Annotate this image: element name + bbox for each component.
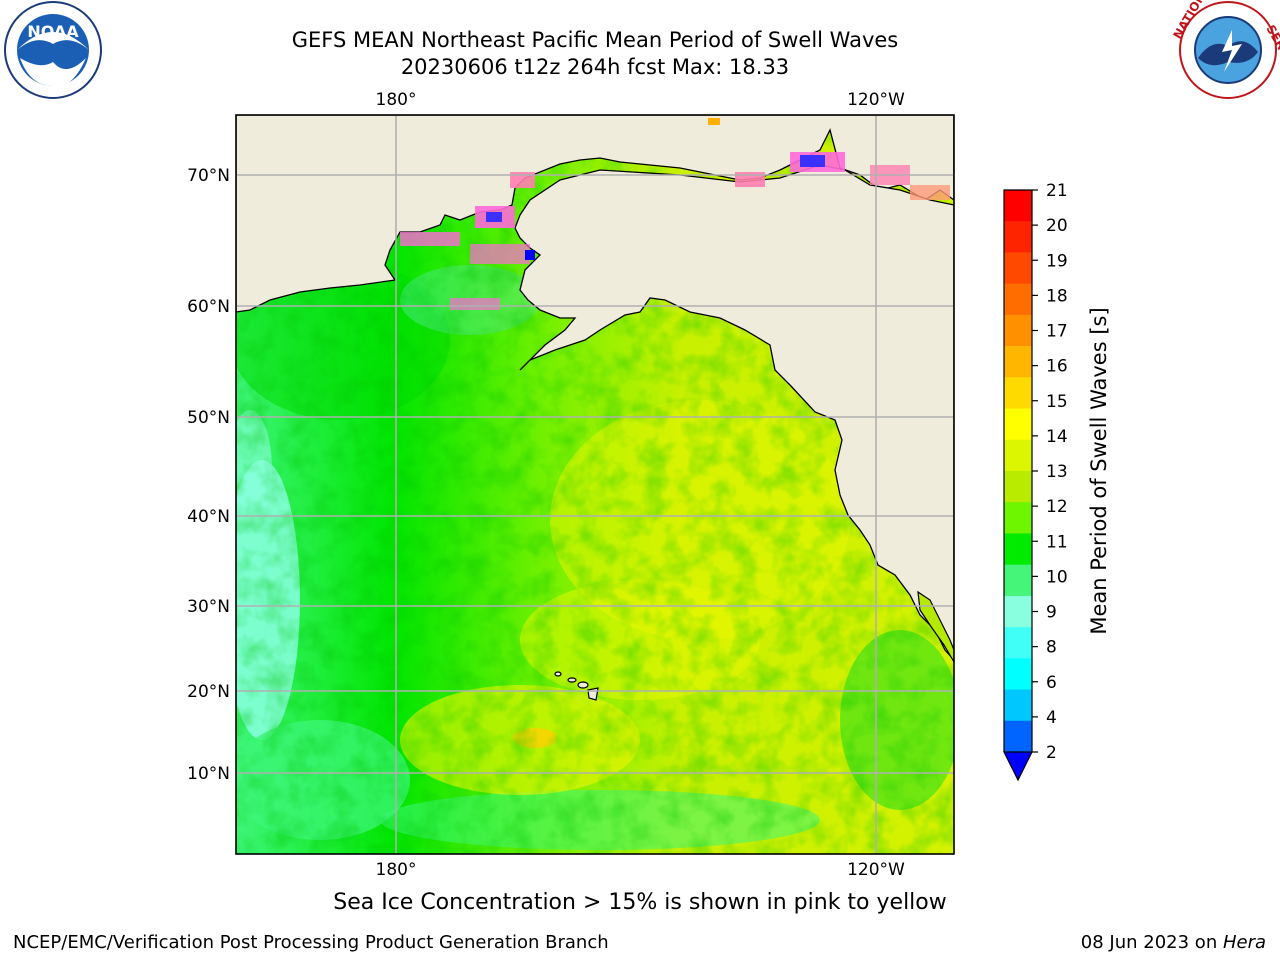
colorbar-swatch bbox=[1004, 658, 1032, 691]
lat-label: 10°N bbox=[187, 764, 230, 784]
colorbar-tick-label: 11 bbox=[1046, 532, 1068, 552]
colorbar-swatch bbox=[1004, 502, 1032, 534]
footer-date: 08 Jun 2023 on Hera bbox=[1081, 932, 1266, 953]
colorbar-tick-label: 12 bbox=[1046, 497, 1068, 517]
colorbar-tick-label: 21 bbox=[1046, 181, 1068, 201]
colorbar-tick-label: 17 bbox=[1046, 322, 1068, 342]
colorbar-tick-label: 20 bbox=[1046, 216, 1068, 236]
land-north-america bbox=[514, 115, 954, 661]
colorbar-tick-label: 18 bbox=[1046, 286, 1068, 306]
gridlines bbox=[236, 115, 954, 854]
footer-date-text: 08 Jun 2023 on bbox=[1080, 932, 1223, 953]
colorbar-swatch bbox=[1004, 346, 1032, 378]
footer-credit: NCEP/EMC/Verification Post Processing Pr… bbox=[13, 932, 609, 953]
colorbar-tick-label: 14 bbox=[1046, 427, 1068, 447]
colorbar-tick-label: 16 bbox=[1046, 357, 1068, 377]
noaa-logo-icon: NOAA bbox=[4, 1, 102, 99]
colorbar-tick-label: 19 bbox=[1046, 251, 1068, 271]
nws-logo-icon: NATIONAL SERVICE bbox=[1170, 0, 1280, 99]
lon-label-top: 120°W bbox=[847, 90, 905, 110]
sea-ice-caption: Sea Ice Concentration > 15% is shown in … bbox=[333, 890, 947, 915]
lat-label: 30°N bbox=[187, 597, 230, 617]
colorbar-tick-label: 4 bbox=[1046, 708, 1057, 728]
colorbar-swatch bbox=[1004, 377, 1032, 410]
colorbar-swatch bbox=[1004, 595, 1032, 628]
footer-machine: Hera bbox=[1222, 932, 1266, 953]
colorbar-swatch bbox=[1004, 252, 1032, 285]
colorbar-swatch bbox=[1004, 471, 1032, 503]
colorbar-swatch bbox=[1004, 190, 1032, 222]
colorbar-tick-label: 8 bbox=[1046, 638, 1057, 658]
lat-label: 20°N bbox=[187, 682, 230, 702]
colorbar-swatch bbox=[1004, 314, 1032, 347]
colorbar-swatch bbox=[1004, 689, 1032, 722]
colorbar-swatch bbox=[1004, 533, 1032, 566]
lat-label: 70°N bbox=[187, 166, 230, 186]
lon-label-bottom: 120°W bbox=[847, 860, 905, 880]
lon-label-bottom: 180° bbox=[376, 860, 417, 880]
colorbar-swatch bbox=[1004, 408, 1032, 441]
colorbar-tick-label: 15 bbox=[1046, 392, 1068, 412]
colorbar: 21 20 19 18 17 16 15 14 13 12 11 10 9 8 6 4 2 bbox=[1003, 181, 1068, 782]
noaa-logo-text: NOAA bbox=[27, 22, 79, 41]
colorbar-tick-label: 9 bbox=[1046, 603, 1057, 623]
chart-subtitle: 20230606 t12z 264h fcst Max: 18.33 bbox=[400, 55, 790, 79]
colorbar-tick-label: 10 bbox=[1046, 567, 1068, 587]
colorbar-extend-arrow bbox=[1003, 751, 1033, 782]
colorbar-tick-label: 2 bbox=[1046, 743, 1057, 763]
chart-title: GEFS MEAN Northeast Pacific Mean Period … bbox=[291, 28, 899, 52]
land-arctic bbox=[236, 115, 954, 313]
sea-ice bbox=[400, 118, 950, 310]
colorbar-title: Mean Period of Swell Waves [s] bbox=[1087, 307, 1111, 634]
colorbar-swatch bbox=[1004, 439, 1032, 472]
hawaii-islands bbox=[554, 671, 599, 701]
plot-area bbox=[236, 115, 954, 854]
lat-label: 50°N bbox=[187, 408, 230, 428]
colorbar-tick-label: 6 bbox=[1046, 673, 1057, 693]
lat-label: 60°N bbox=[187, 297, 230, 317]
lat-label: 40°N bbox=[187, 507, 230, 527]
plot-frame bbox=[235, 114, 955, 855]
colorbar-tick-label: 13 bbox=[1046, 462, 1068, 482]
colorbar-swatch bbox=[1004, 283, 1032, 316]
colorbar-swatch bbox=[1004, 720, 1032, 753]
colorbar-swatch bbox=[1004, 221, 1032, 253]
lon-label-top: 180° bbox=[376, 90, 417, 110]
colorbar-swatch bbox=[1004, 627, 1032, 659]
colorbar-swatch bbox=[1004, 564, 1032, 597]
